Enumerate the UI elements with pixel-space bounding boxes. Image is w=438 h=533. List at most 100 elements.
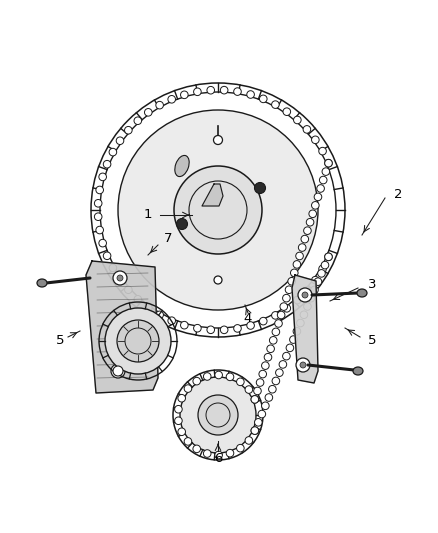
Circle shape bbox=[207, 86, 215, 94]
Circle shape bbox=[251, 395, 258, 403]
Circle shape bbox=[234, 325, 241, 332]
Circle shape bbox=[311, 277, 319, 284]
Circle shape bbox=[184, 438, 192, 445]
Circle shape bbox=[113, 366, 123, 376]
Text: 2: 2 bbox=[394, 189, 402, 201]
Circle shape bbox=[103, 160, 111, 168]
Circle shape bbox=[116, 276, 124, 283]
Circle shape bbox=[124, 286, 132, 294]
Circle shape bbox=[296, 358, 310, 372]
Circle shape bbox=[99, 173, 106, 181]
Circle shape bbox=[259, 95, 267, 103]
Circle shape bbox=[325, 159, 332, 167]
Circle shape bbox=[245, 386, 253, 393]
Circle shape bbox=[318, 270, 325, 277]
Circle shape bbox=[272, 328, 280, 336]
Circle shape bbox=[118, 110, 318, 310]
Circle shape bbox=[203, 450, 211, 457]
Circle shape bbox=[303, 287, 311, 294]
Circle shape bbox=[283, 304, 290, 312]
Circle shape bbox=[254, 182, 265, 193]
Circle shape bbox=[311, 286, 318, 294]
Text: 3: 3 bbox=[368, 279, 376, 292]
Circle shape bbox=[317, 184, 325, 192]
Circle shape bbox=[115, 368, 121, 374]
Circle shape bbox=[290, 269, 298, 277]
Circle shape bbox=[288, 278, 296, 285]
Circle shape bbox=[234, 88, 241, 95]
Circle shape bbox=[180, 377, 256, 453]
Circle shape bbox=[277, 311, 285, 319]
Ellipse shape bbox=[357, 289, 367, 297]
Circle shape bbox=[184, 385, 192, 392]
Circle shape bbox=[300, 362, 306, 368]
Circle shape bbox=[307, 294, 315, 302]
Circle shape bbox=[109, 264, 117, 272]
Circle shape bbox=[275, 320, 283, 327]
Circle shape bbox=[319, 265, 326, 273]
Circle shape bbox=[272, 312, 279, 319]
Circle shape bbox=[117, 320, 159, 362]
Circle shape bbox=[286, 344, 294, 352]
Circle shape bbox=[269, 336, 277, 344]
Circle shape bbox=[96, 186, 103, 194]
Circle shape bbox=[103, 252, 111, 260]
Circle shape bbox=[251, 427, 258, 434]
Circle shape bbox=[99, 239, 106, 247]
Polygon shape bbox=[86, 261, 158, 393]
Circle shape bbox=[113, 271, 127, 285]
Circle shape bbox=[226, 373, 234, 381]
Circle shape bbox=[314, 193, 322, 201]
Circle shape bbox=[213, 135, 223, 144]
Circle shape bbox=[283, 352, 290, 360]
Circle shape bbox=[304, 227, 311, 235]
Polygon shape bbox=[292, 275, 318, 383]
Circle shape bbox=[309, 210, 317, 217]
Circle shape bbox=[267, 345, 275, 352]
Circle shape bbox=[194, 88, 201, 95]
Circle shape bbox=[301, 235, 309, 243]
Circle shape bbox=[145, 109, 152, 116]
Circle shape bbox=[298, 288, 312, 302]
Circle shape bbox=[105, 308, 171, 374]
Circle shape bbox=[325, 253, 332, 261]
Text: 1: 1 bbox=[144, 208, 152, 222]
Circle shape bbox=[314, 278, 322, 286]
Text: 4: 4 bbox=[244, 311, 252, 325]
Text: 5: 5 bbox=[56, 335, 64, 348]
Circle shape bbox=[300, 311, 308, 319]
Circle shape bbox=[304, 303, 311, 310]
Circle shape bbox=[207, 326, 215, 334]
Circle shape bbox=[180, 91, 188, 99]
Circle shape bbox=[290, 336, 297, 343]
Ellipse shape bbox=[353, 367, 363, 375]
Circle shape bbox=[145, 304, 152, 311]
Circle shape bbox=[156, 311, 163, 319]
Circle shape bbox=[293, 327, 301, 335]
Circle shape bbox=[297, 319, 304, 327]
Circle shape bbox=[254, 418, 262, 426]
Circle shape bbox=[124, 126, 132, 134]
Circle shape bbox=[237, 445, 244, 452]
Circle shape bbox=[134, 117, 141, 125]
Circle shape bbox=[319, 176, 327, 184]
Circle shape bbox=[214, 276, 222, 284]
Circle shape bbox=[168, 95, 176, 103]
Circle shape bbox=[256, 379, 264, 386]
Circle shape bbox=[293, 261, 301, 268]
Circle shape bbox=[276, 369, 283, 376]
Circle shape bbox=[272, 101, 279, 108]
Circle shape bbox=[193, 445, 201, 453]
Circle shape bbox=[251, 427, 258, 434]
Circle shape bbox=[193, 377, 201, 385]
Circle shape bbox=[117, 275, 123, 281]
Circle shape bbox=[264, 353, 272, 361]
Circle shape bbox=[303, 126, 311, 133]
Circle shape bbox=[116, 137, 124, 144]
Circle shape bbox=[298, 244, 306, 252]
Circle shape bbox=[322, 168, 330, 175]
Ellipse shape bbox=[37, 279, 47, 287]
Circle shape bbox=[94, 199, 102, 207]
Circle shape bbox=[261, 362, 269, 369]
Circle shape bbox=[293, 116, 301, 124]
